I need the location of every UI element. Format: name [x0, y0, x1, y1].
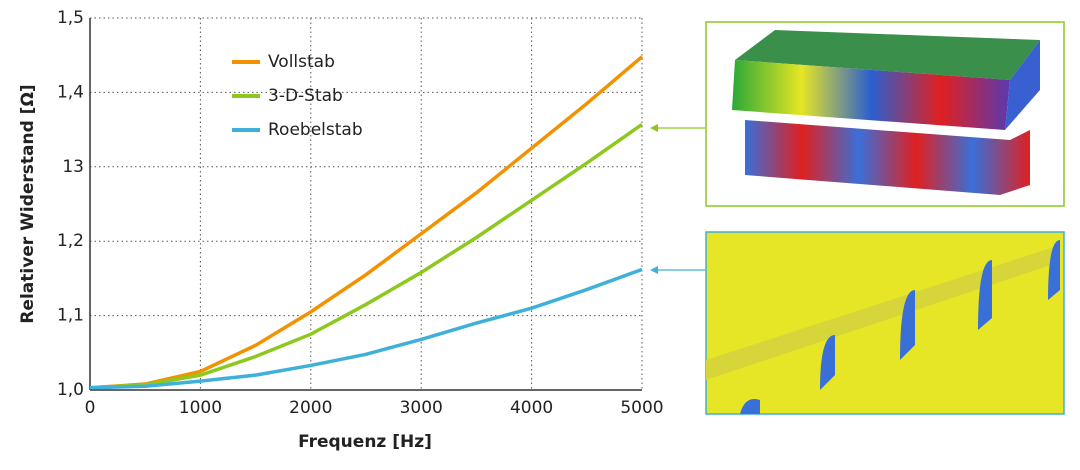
legend-label: 3-D-Stab [268, 86, 343, 106]
legend-label: Vollstab [268, 52, 335, 72]
x-tick-label: 2000 [289, 398, 332, 418]
y-tick-label: 1,1 [57, 306, 84, 326]
y-tick-label: 1,0 [57, 380, 84, 400]
x-tick-label: 3000 [400, 398, 443, 418]
series-line [89, 267, 643, 390]
x-tick-label: 0 [85, 398, 96, 418]
legend-label: Roebelstab [268, 120, 363, 140]
x-axis-label: Frequenz [Hz] [298, 432, 432, 452]
x-tick-label: 5000 [620, 398, 663, 418]
arrows [650, 124, 705, 274]
y-axis-label: Relativer Widerstand [Ω] [18, 84, 38, 323]
series-line [89, 55, 644, 390]
series-line [89, 122, 644, 390]
y-tick-label: 1,5 [57, 8, 84, 28]
x-tick-label: 4000 [510, 398, 553, 418]
y-tick-label: 1,4 [57, 82, 84, 102]
image-panel-bottom [705, 231, 1065, 415]
y-tick-label: 1,2 [57, 231, 84, 251]
image-panel-top [705, 21, 1065, 207]
x-tick-label: 1000 [179, 398, 222, 418]
y-tick-label: 13 [62, 157, 84, 177]
